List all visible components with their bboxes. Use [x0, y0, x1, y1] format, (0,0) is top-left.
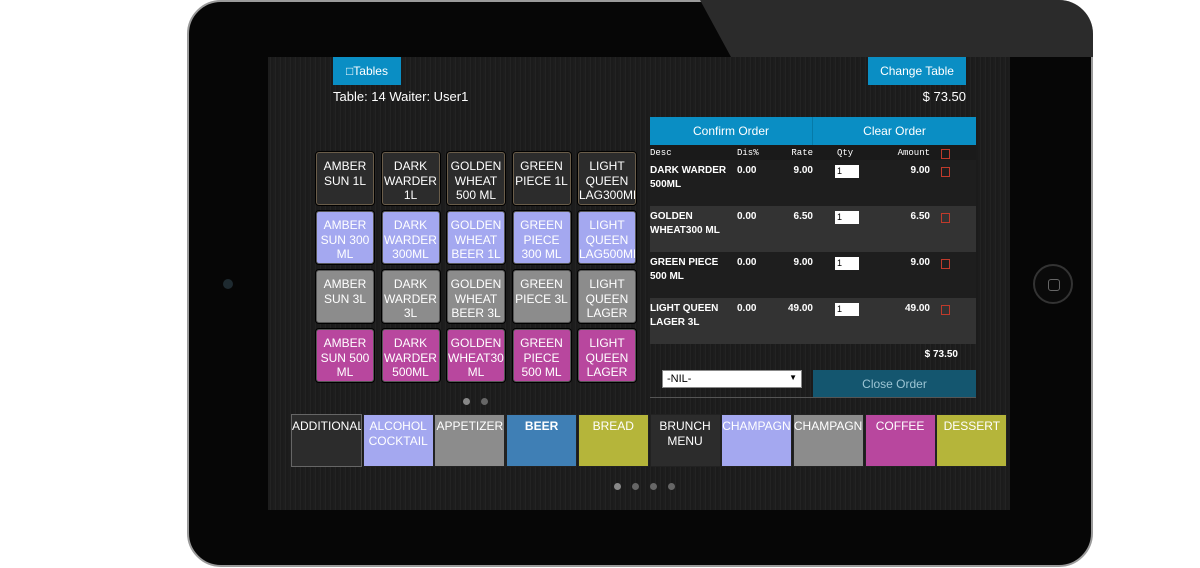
product-button[interactable]: GOLDEN WHEAT 500 ML: [447, 152, 505, 205]
product-button[interactable]: AMBER SUN 500 ML: [316, 329, 374, 382]
divider: [650, 397, 976, 398]
category-button[interactable]: CHAMPAGNE: [792, 414, 864, 467]
page-dot[interactable]: [614, 483, 621, 490]
item-discount: 0.00: [737, 211, 757, 222]
category-button[interactable]: COFFEE: [864, 414, 936, 467]
subtotal: $ 73.50: [924, 349, 958, 360]
column-header: Dis%: [737, 148, 759, 158]
item-discount: 0.00: [737, 257, 757, 268]
item-rate: 9.00: [793, 257, 813, 268]
item-qty[interactable]: 1: [835, 257, 859, 270]
item-amount: 49.00: [904, 303, 930, 314]
product-button[interactable]: LIGHT QUEEN LAG500ML: [578, 211, 636, 264]
product-button[interactable]: GOLDEN WHEAT BEER 1L: [447, 211, 505, 264]
total: $ 73.50: [922, 89, 966, 104]
product-button[interactable]: DARK WARDER 1L: [381, 152, 440, 205]
item-checkbox[interactable]: [941, 213, 950, 223]
product-button[interactable]: GREEN PIECE 3L: [512, 270, 571, 323]
item-checkbox[interactable]: [941, 259, 950, 269]
product-button[interactable]: AMBER SUN 300 ML: [316, 211, 374, 264]
page-dot[interactable]: [650, 483, 657, 490]
item-discount: 0.00: [737, 165, 757, 176]
select-all-checkbox[interactable]: [941, 149, 950, 159]
discount-select[interactable]: -NIL- ▼: [662, 370, 802, 388]
product-button[interactable]: DARK WARDER 500ML: [381, 329, 440, 382]
item-discount: 0.00: [737, 303, 757, 314]
column-header: Amount: [897, 148, 930, 158]
change-table-button[interactable]: Change Table: [868, 57, 966, 85]
order-row: [650, 252, 976, 298]
item-desc: DARK WARDER 500ML: [650, 165, 727, 190]
page-dot[interactable]: [481, 398, 488, 405]
item-desc: GREEN PIECE 500 ML: [650, 257, 719, 282]
item-qty[interactable]: 1: [835, 165, 859, 178]
column-header: Rate: [791, 148, 813, 158]
home-icon: [1048, 279, 1060, 291]
item-qty[interactable]: 1: [835, 303, 859, 316]
item-amount: 9.00: [910, 165, 930, 176]
category-button[interactable]: BRUNCH MENU: [649, 414, 721, 467]
product-button[interactable]: AMBER SUN 3L: [316, 270, 374, 323]
column-header: Desc: [650, 148, 672, 158]
order-row: [650, 206, 976, 252]
product-button[interactable]: GREEN PIECE 500 ML: [512, 329, 571, 382]
category-button[interactable]: BREAD: [577, 414, 649, 467]
item-desc: LIGHT QUEEN LAGER 3L: [650, 303, 719, 328]
item-rate: 6.50: [793, 211, 813, 222]
item-amount: 6.50: [910, 211, 930, 222]
product-button[interactable]: LIGHT QUEEN LAG300ML: [578, 152, 636, 205]
order-table-header: [650, 145, 976, 160]
product-button[interactable]: GOLDEN WHEAT300 ML: [447, 329, 505, 382]
product-button[interactable]: LIGHT QUEEN LAGER: [578, 270, 636, 323]
clear-order-button[interactable]: Clear Order: [813, 117, 976, 145]
item-desc: GOLDEN WHEAT300 ML: [650, 211, 720, 236]
item-rate: 9.00: [793, 165, 813, 176]
home-button[interactable]: [1033, 264, 1073, 304]
category-button[interactable]: DESSERT: [936, 414, 1008, 467]
confirm-order-button[interactable]: Confirm Order: [650, 117, 813, 145]
select-value: -NIL-: [667, 373, 692, 385]
column-header: Qty: [837, 148, 854, 158]
item-amount: 9.00: [910, 257, 930, 268]
product-button[interactable]: GREEN PIECE 300 ML: [512, 211, 571, 264]
category-strip: ADDITIONAL ALCOHOL COCKTAIL APPETIZER BEER B…: [291, 414, 1010, 468]
camera: [223, 279, 233, 289]
item-qty[interactable]: 1: [835, 211, 859, 224]
product-button[interactable]: DARK WARDER 300ML: [381, 211, 440, 264]
order-row: [650, 160, 976, 206]
glare: [700, 0, 1093, 57]
tables-button[interactable]: □Tables: [333, 57, 401, 85]
item-rate: 49.00: [787, 303, 813, 314]
category-button[interactable]: CHAMPAGNE: [721, 414, 793, 467]
page-dot[interactable]: [632, 483, 639, 490]
select-arrow: ▼: [789, 373, 797, 382]
category-button[interactable]: APPETIZER: [434, 414, 506, 467]
close-order-button[interactable]: Close Order: [813, 370, 976, 398]
category-button[interactable]: BEER: [506, 414, 578, 467]
table-info: Table: 14 Waiter: User1: [333, 89, 469, 104]
product-button[interactable]: AMBER SUN 1L: [316, 152, 374, 205]
product-button[interactable]: GOLDEN WHEAT BEER 3L: [447, 270, 505, 323]
product-button[interactable]: LIGHT QUEEN LAGER: [578, 329, 636, 382]
order-row: [650, 298, 976, 344]
page-dot[interactable]: [463, 398, 470, 405]
page-dot[interactable]: [668, 483, 675, 490]
item-checkbox[interactable]: [941, 167, 950, 177]
product-button[interactable]: GREEN PIECE 1L: [512, 152, 571, 205]
product-button[interactable]: DARK WARDER 3L: [381, 270, 440, 323]
category-button[interactable]: ADDITIONAL: [291, 414, 362, 467]
category-button[interactable]: ALCOHOL COCKTAIL: [362, 414, 434, 467]
item-checkbox[interactable]: [941, 305, 950, 315]
